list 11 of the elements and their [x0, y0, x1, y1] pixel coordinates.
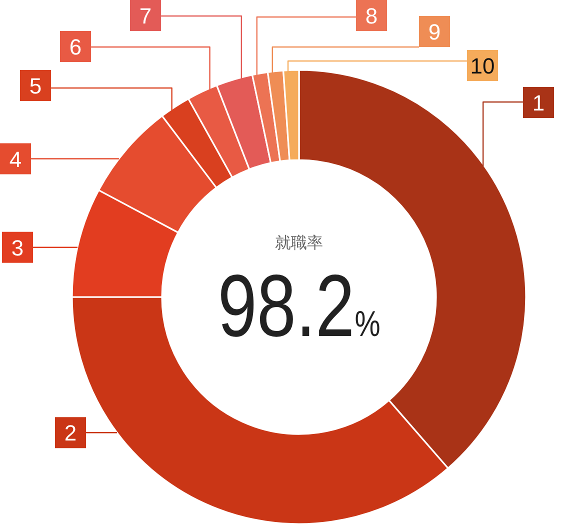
slice-label: 5: [29, 74, 42, 98]
slice-label: 7: [139, 4, 152, 28]
slice-label: 1: [532, 90, 545, 116]
slice-label: 3: [11, 235, 24, 260]
slice-label: 4: [9, 146, 22, 172]
text: 98.2%: [218, 256, 380, 355]
text: 就職率: [275, 234, 323, 252]
slice-label: 8: [365, 4, 378, 28]
slice-label: 9: [428, 20, 441, 44]
slice-label: 6: [69, 34, 82, 60]
slice-label: 2: [64, 420, 77, 446]
